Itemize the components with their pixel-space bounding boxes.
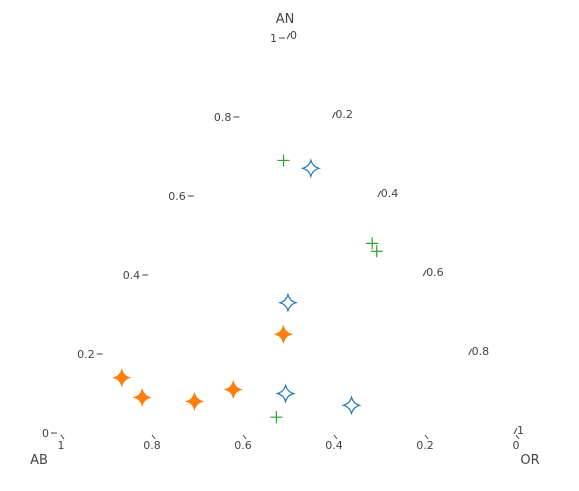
filled-star-marker (184, 391, 205, 412)
axis-an-ticks: 0 0.2 0.4 0.6 0.8 1 (42, 32, 285, 440)
axis-ab-tick-label: 0.8 (143, 439, 161, 452)
axis-or-tick-label: 0.2 (335, 108, 353, 121)
axis-title-an: AN (276, 12, 295, 27)
axis-ab-tick-mark (333, 434, 338, 440)
axis-ab-tick-label: 0.4 (325, 439, 343, 452)
data-points (111, 154, 383, 424)
axis-or-tick-label: 0.6 (426, 266, 444, 279)
filled-star-marker (223, 379, 244, 400)
cross-marker (366, 237, 379, 250)
axis-or-tick-label: 1 (517, 424, 524, 437)
axis-or-tick-mark (513, 427, 518, 435)
axis-or-tick-label: 0.4 (381, 187, 399, 200)
axis-ab-tick-mark (424, 434, 429, 440)
cross-marker (370, 245, 383, 258)
axis-ab-tick-mark (242, 434, 247, 440)
cross-marker (277, 154, 290, 167)
axis-title-or: OR (520, 453, 539, 468)
open-star-marker (300, 158, 322, 179)
axis-an-tick-label: 0.8 (214, 111, 232, 124)
axis-or-tick-mark (468, 348, 473, 356)
axis-an-tick-label: 1 (270, 32, 277, 45)
filled-star-marker (111, 367, 132, 388)
filled-star-marker (132, 387, 153, 408)
axis-or-tick-mark (331, 111, 336, 119)
axis-an-tick-label: 0.4 (123, 269, 141, 282)
axis-ab-tick-label: 1 (58, 439, 65, 452)
axis-ab-tick-mark (151, 434, 156, 440)
axis-ab-tick-label: 0.6 (234, 439, 252, 452)
axis-an-tick-label: 0 (42, 427, 49, 440)
axis-or-tick-mark (286, 32, 291, 40)
axis-title-ab: AB (30, 453, 48, 468)
axis-an-tick-label: 0.2 (77, 348, 95, 361)
axis-or-tick-mark (377, 190, 382, 198)
axis-ab-tick-label: 0 (513, 439, 520, 452)
axis-ab-tick-label: 0.2 (416, 439, 434, 452)
axis-ab-tick-mark (60, 434, 65, 440)
axis-or-tick-label: 0.8 (472, 345, 490, 358)
open-star-marker (275, 383, 296, 404)
cross-marker (270, 411, 283, 424)
axis-ab-tick-mark (515, 434, 520, 440)
open-star-marker (277, 292, 299, 313)
axis-an-tick-label: 0.6 (168, 190, 186, 203)
axis-or-ticks: 0 0.2 0.4 0.6 0.8 1 (286, 29, 524, 437)
axis-or-tick-mark (422, 269, 427, 277)
axis-ab-ticks: 0 0.2 0.4 0.6 0.8 1 (58, 434, 520, 452)
filled-star-marker (273, 324, 294, 345)
open-star-marker (341, 395, 362, 416)
axis-or-tick-label: 0 (290, 29, 297, 42)
